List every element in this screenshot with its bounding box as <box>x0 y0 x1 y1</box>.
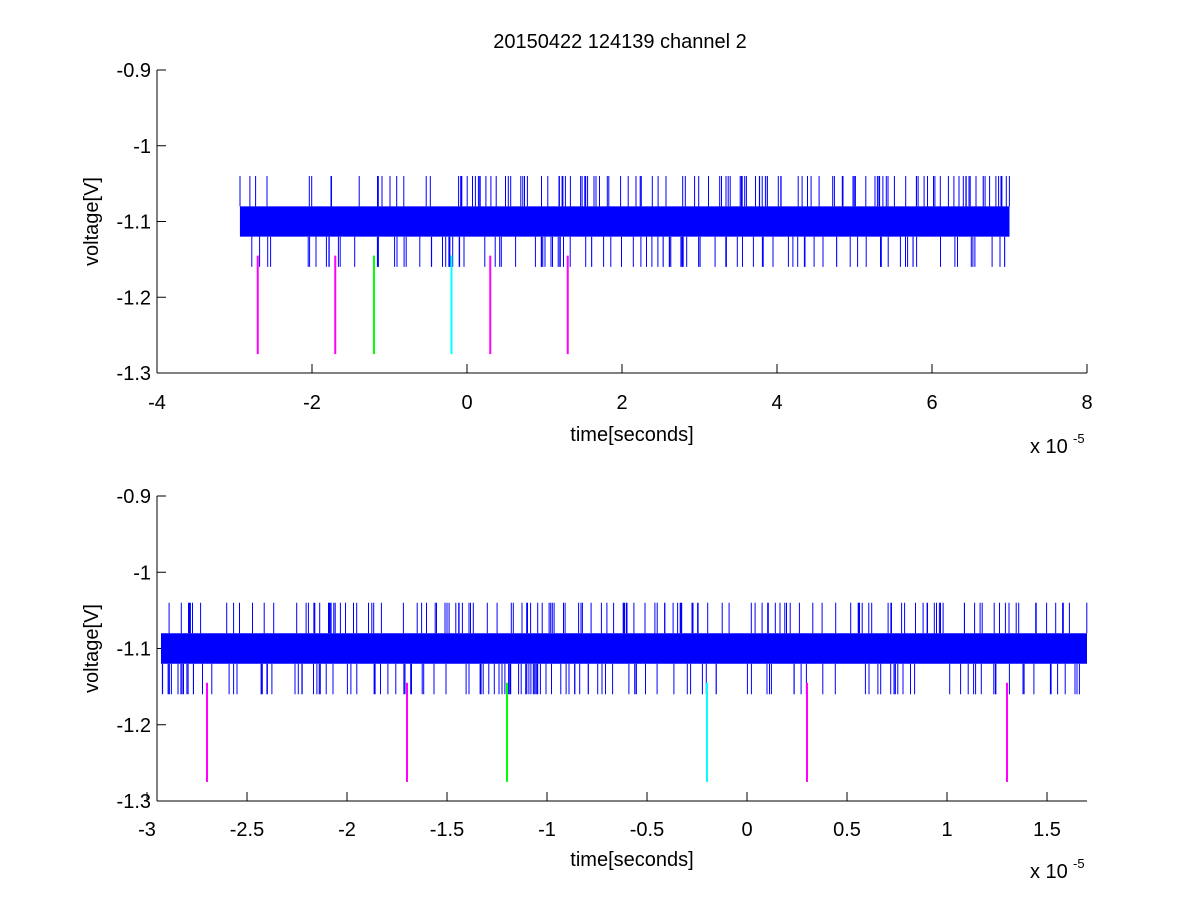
x-exponent-power: -5 <box>1073 431 1085 446</box>
bottom-panel: -0.9 -1 -1.1 -1.2 -1.3 -3 -2.5 -2 -1.5 -1 -0.5 0 0.5… <box>81 486 1088 883</box>
x-tick-label: 0 <box>741 819 752 841</box>
signal-band <box>239 206 1010 237</box>
x-tick-label: 0 <box>461 392 472 414</box>
y-tick-label: -1.1 <box>117 212 151 234</box>
y-tick-label: -1.2 <box>117 287 151 309</box>
x-tick-label: -4 <box>148 392 166 414</box>
signal-spikes <box>161 602 1088 695</box>
x-tick-label: -3 <box>138 819 156 841</box>
x-tick-label: -2 <box>338 819 356 841</box>
y-tick-label: -1 <box>133 136 151 158</box>
x-tick-label: 4 <box>771 392 782 414</box>
x-tick-label: 6 <box>926 392 937 414</box>
x-tick-label: 8 <box>1081 392 1092 414</box>
x-axis-label: time[seconds] <box>570 424 693 446</box>
x-tick-label: 2 <box>616 392 627 414</box>
x-axis-label: time[seconds] <box>570 849 693 871</box>
x-tick-label: -0.5 <box>630 819 664 841</box>
x-tick-label: 1 <box>941 819 952 841</box>
chart-title: 20150422 124139 channel 2 <box>493 31 747 53</box>
y-tick-label: -1.3 <box>117 363 151 385</box>
x-exponent-label: x 10 <box>1030 861 1068 883</box>
y-tick-label: -0.9 <box>117 60 151 82</box>
x-tick-label: -1 <box>538 819 556 841</box>
x-tick-label: -2.5 <box>230 819 264 841</box>
x-exponent-label: x 10 <box>1030 436 1068 458</box>
y-tick-label: -1.2 <box>117 715 151 737</box>
signal-series <box>161 602 1088 695</box>
signal-band <box>161 633 1087 664</box>
y-tick-label: -0.9 <box>117 486 151 508</box>
y-axis-label: voltage[V] <box>81 604 103 693</box>
x-tick-label: 0.5 <box>833 819 861 841</box>
x-exponent-power: -5 <box>1073 856 1085 871</box>
top-panel: -0.9 -1 -1.1 -1.2 -1.3 -4 -2 0 2 4 6 8 time[seconds]… <box>81 60 1093 458</box>
x-tick-label: 1.5 <box>1033 819 1061 841</box>
y-tick-label: -1.1 <box>117 639 151 661</box>
y-axis-label: voltage[V] <box>81 177 103 266</box>
x-tick-label: -1.5 <box>430 819 464 841</box>
x-tick-label: -2 <box>303 392 321 414</box>
signal-spikes <box>239 176 1010 267</box>
y-tick-label: -1.3 <box>117 791 151 813</box>
signal-series <box>239 176 1010 267</box>
y-tick-label: -1 <box>133 562 151 584</box>
